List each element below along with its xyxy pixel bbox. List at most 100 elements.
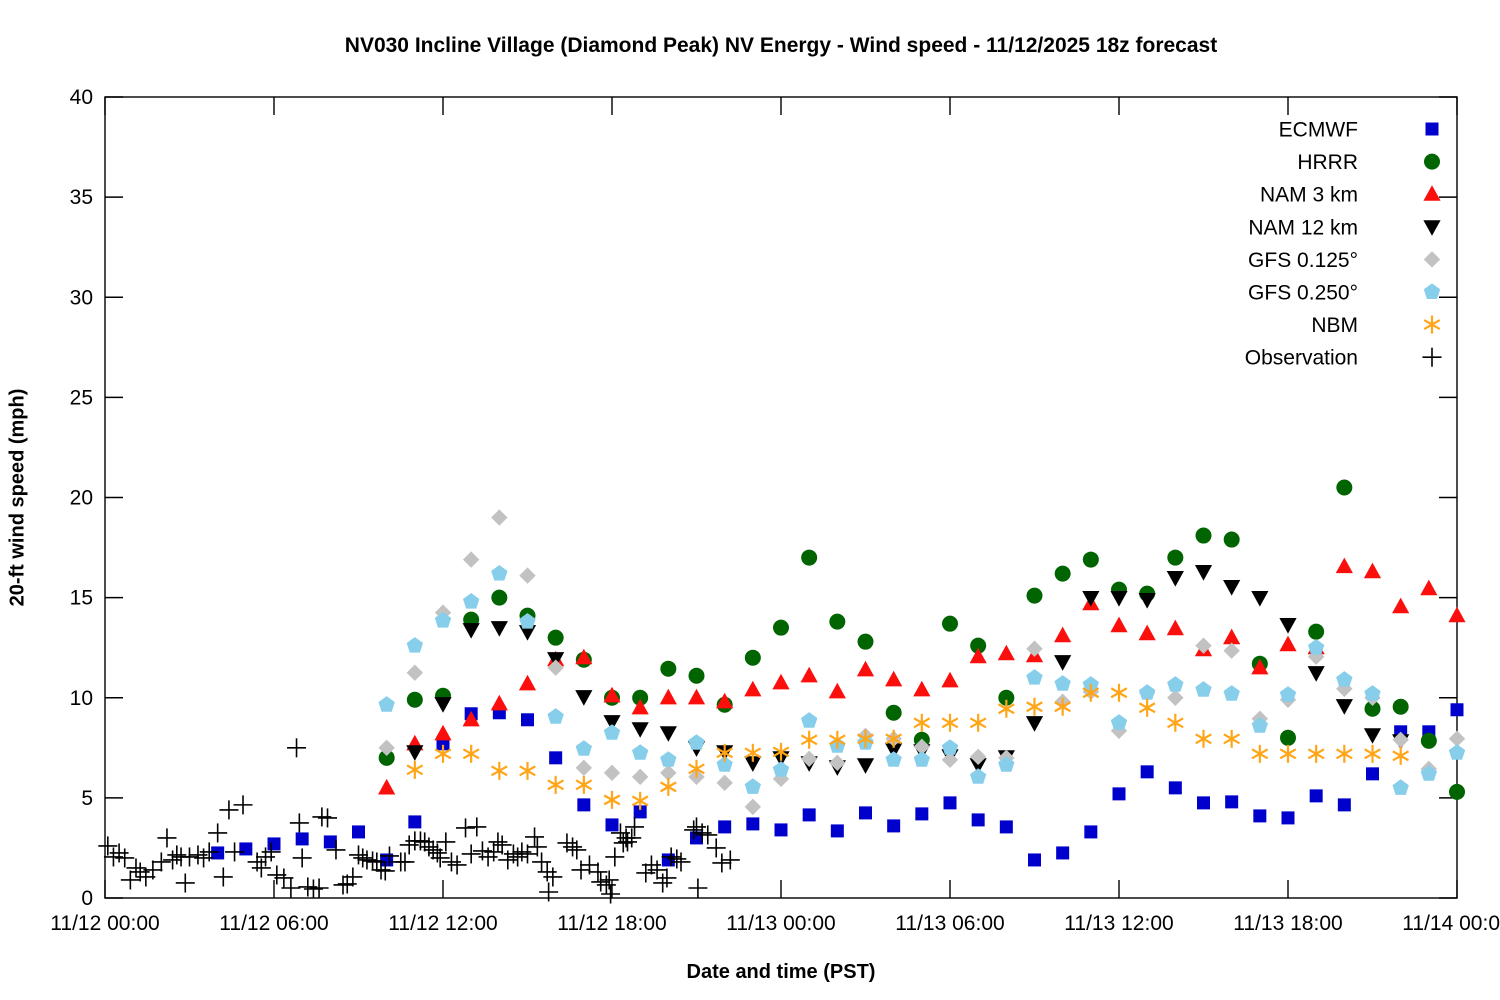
square-marker: [577, 798, 591, 812]
square-marker: [549, 751, 563, 765]
square-marker: [323, 835, 337, 849]
triangle-down-marker: [1223, 580, 1241, 596]
diamond-marker: [378, 739, 395, 757]
triangle-up-marker: [434, 724, 452, 741]
square-marker: [1337, 798, 1351, 812]
triangle-up-marker: [518, 674, 537, 691]
circle-marker: [829, 613, 846, 630]
square-marker: [1253, 809, 1267, 823]
pentagon-marker: [800, 712, 818, 728]
triangle-down-marker: [1423, 220, 1441, 236]
x-tick-label: 11/13 18:00: [1233, 912, 1342, 935]
legend-label-nbm: NBM: [1311, 314, 1358, 337]
asterisk-marker: [828, 734, 846, 746]
square-marker: [915, 807, 929, 821]
triangle-down-marker: [631, 722, 649, 738]
triangle-down-marker: [1138, 593, 1156, 609]
asterisk-marker: [603, 794, 621, 806]
legend-label-hrrr: HRRR: [1297, 151, 1358, 174]
triangle-down-marker: [434, 697, 452, 713]
asterisk-marker: [1138, 702, 1156, 714]
x-tick-label: 11/12 18:00: [557, 912, 666, 935]
diamond-marker: [716, 774, 733, 792]
square-marker: [887, 819, 901, 833]
pentagon-marker: [969, 768, 987, 784]
x-tick-label: 11/13 00:00: [726, 912, 835, 935]
square-marker: [1084, 825, 1098, 839]
triangle-up-marker: [1448, 606, 1466, 623]
square-marker: [436, 737, 450, 751]
triangle-up-marker: [1335, 557, 1353, 574]
triangle-up-marker: [1223, 628, 1241, 645]
asterisk-marker: [688, 763, 705, 775]
pentagon-marker: [913, 751, 931, 767]
diamond-marker: [491, 509, 508, 526]
triangle-up-marker: [462, 710, 480, 727]
asterisk-marker: [575, 779, 593, 791]
circle-marker: [688, 667, 705, 684]
circle-marker: [801, 549, 818, 566]
circle-marker: [491, 589, 508, 606]
square-marker: [1140, 765, 1154, 779]
pentagon-marker: [1336, 671, 1353, 687]
triangle-up-marker: [969, 647, 987, 664]
asterisk-marker: [1110, 687, 1128, 699]
triangle-up-marker: [1279, 635, 1297, 652]
diamond-marker: [519, 567, 536, 584]
asterisk-marker: [969, 717, 987, 729]
asterisk-marker: [1392, 750, 1410, 762]
diamond-marker: [575, 759, 593, 777]
x-tick-label: 11/12 06:00: [219, 912, 328, 935]
asterisk-marker: [913, 717, 931, 729]
circle-marker: [885, 704, 902, 721]
asterisk-marker: [1082, 687, 1100, 699]
asterisk-marker: [1026, 701, 1043, 713]
diamond-marker: [913, 738, 931, 756]
triangle-up-marker: [575, 648, 593, 665]
y-tick-label: 5: [81, 787, 93, 810]
pentagon-marker: [378, 696, 395, 712]
legend-label-ecmwf: ECMWF: [1279, 119, 1358, 142]
pentagon-marker: [1223, 685, 1240, 701]
circle-marker: [1223, 531, 1240, 548]
pentagon-marker: [1448, 744, 1466, 760]
triangle-up-marker: [885, 670, 903, 687]
triangle-up-marker: [1251, 658, 1269, 675]
square-marker: [1450, 703, 1464, 717]
legend-label-nam-3-km: NAM 3 km: [1260, 184, 1358, 207]
pentagon-marker: [772, 761, 790, 777]
triangle-up-marker: [1420, 579, 1438, 596]
square-marker: [295, 832, 309, 846]
square-marker: [1028, 853, 1041, 867]
diamond-marker: [462, 551, 480, 568]
pentagon-marker: [1423, 283, 1441, 299]
square-marker: [408, 815, 422, 829]
diamond-marker: [406, 664, 424, 681]
pentagon-marker: [1054, 675, 1071, 691]
triangle-up-marker: [631, 698, 649, 715]
legend-label-gfs-0-125-: GFS 0.125°: [1248, 249, 1358, 272]
triangle-up-marker: [1363, 562, 1382, 579]
pentagon-marker: [1195, 681, 1212, 697]
pentagon-marker: [1251, 717, 1269, 733]
asterisk-marker: [744, 747, 762, 759]
triangle-up-marker: [856, 660, 875, 677]
square-marker: [239, 842, 253, 856]
asterisk-marker: [659, 781, 677, 793]
triangle-up-marker: [913, 680, 931, 697]
triangle-up-marker: [716, 692, 734, 709]
square-marker: [1197, 796, 1210, 810]
square-marker: [352, 825, 365, 839]
asterisk-marker: [885, 733, 903, 745]
square-marker: [802, 808, 816, 822]
pentagon-marker: [885, 751, 902, 767]
pentagon-marker: [631, 744, 649, 760]
asterisk-marker: [1279, 748, 1297, 760]
triangle-down-marker: [1082, 591, 1100, 607]
asterisk-marker: [406, 764, 424, 776]
y-tick-label: 30: [70, 286, 93, 309]
asterisk-marker: [1166, 717, 1184, 729]
pentagon-marker: [547, 708, 564, 724]
triangle-up-marker: [744, 680, 762, 697]
